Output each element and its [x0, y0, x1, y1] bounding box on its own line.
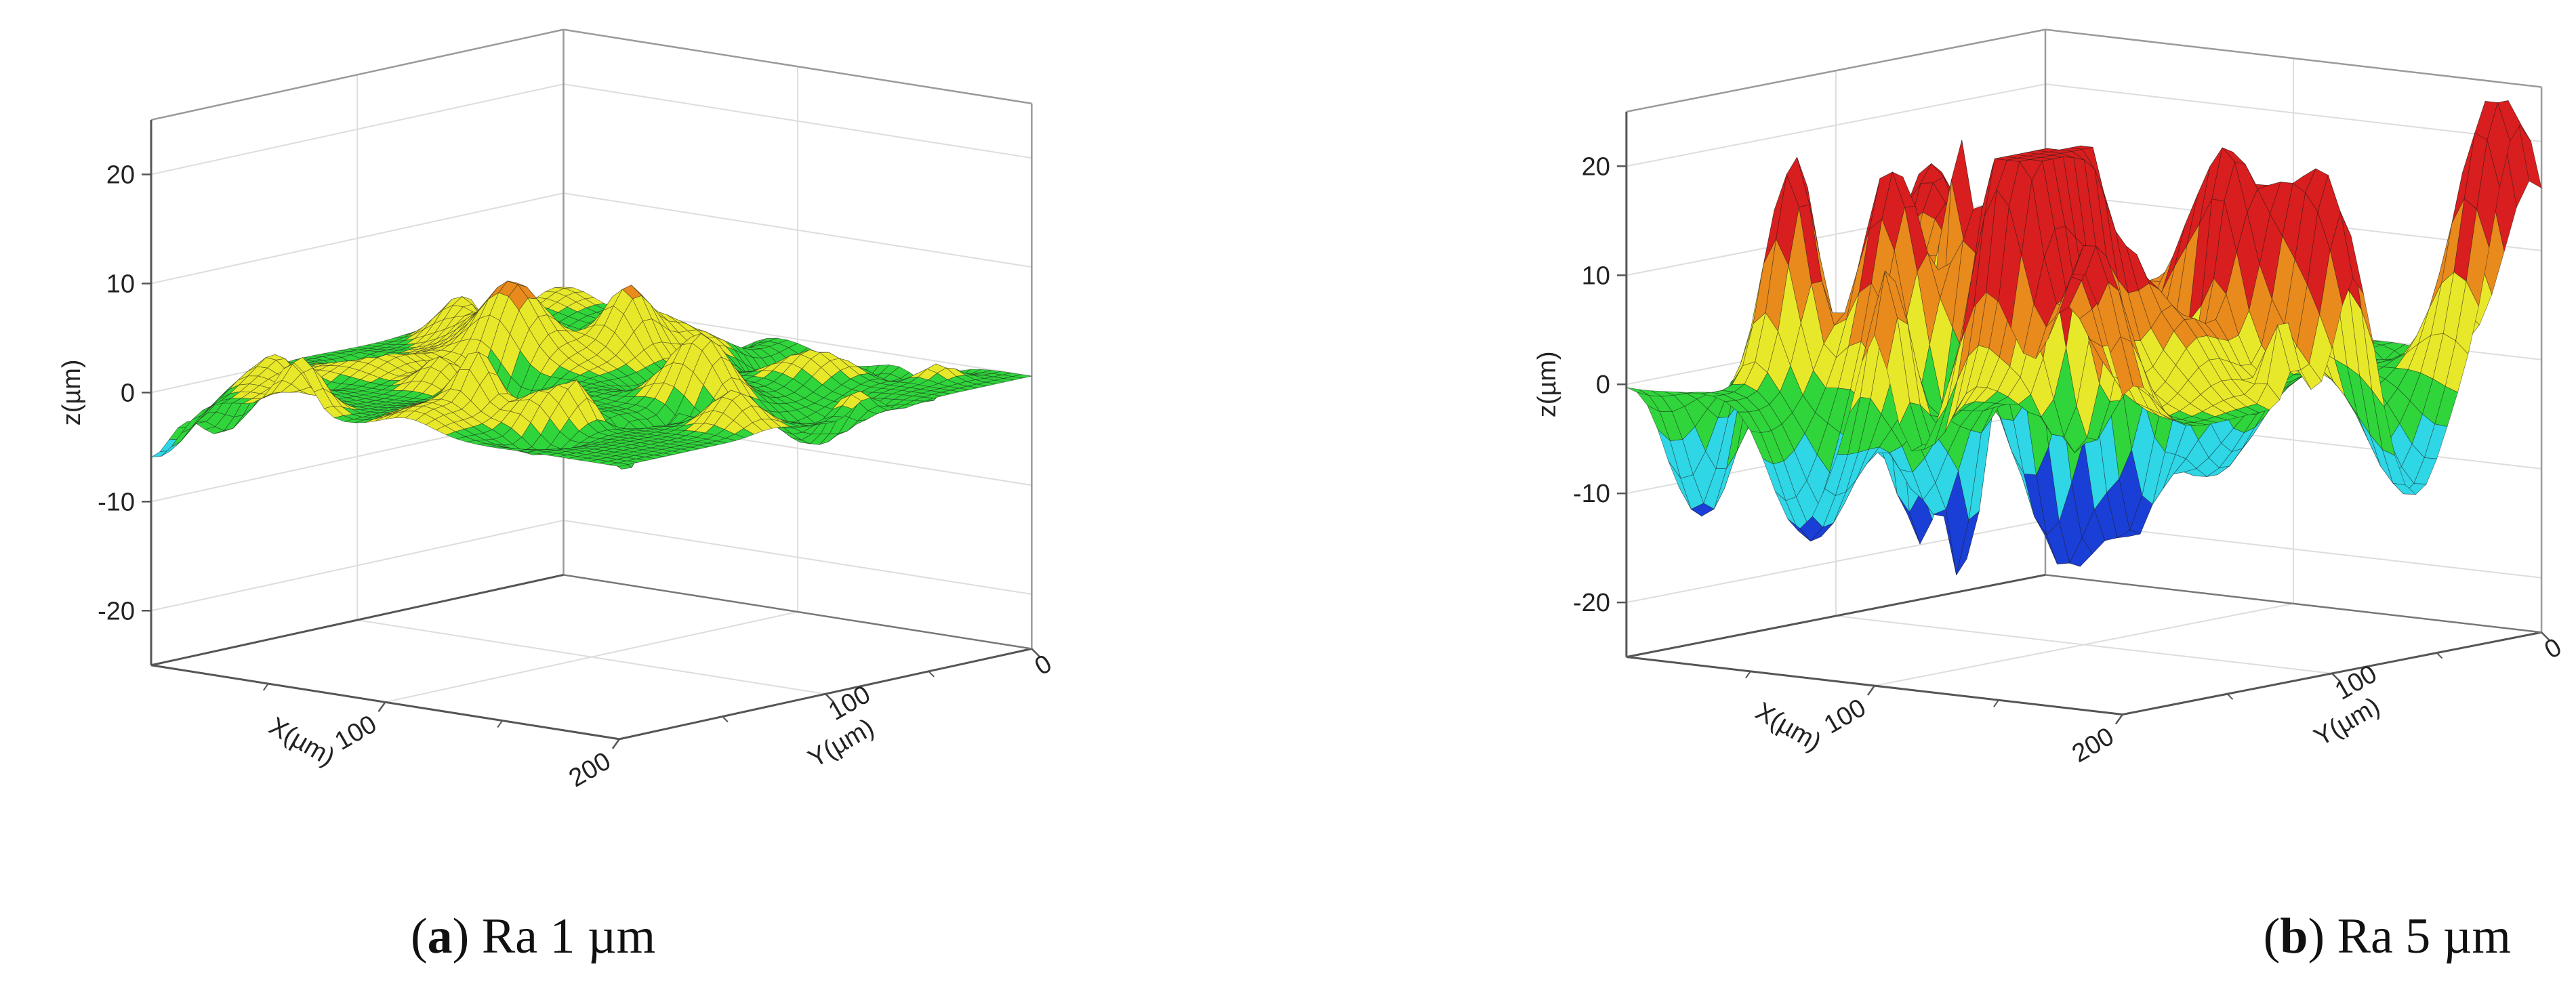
x-axis-line: [1626, 573, 2046, 659]
caption-b: (b) Ra 5 µm: [2263, 909, 2511, 964]
x-tick: [1866, 685, 1875, 696]
y-tick: [825, 693, 834, 703]
x-tick-label: 200: [2068, 722, 2119, 768]
y-axis-line: [619, 648, 1032, 741]
surface-mesh: [150, 281, 1032, 470]
caption-a: (a) Ra 1 µm: [411, 909, 656, 964]
z-tick-label: 0: [121, 379, 135, 407]
z-gridline: [150, 192, 1032, 285]
x-tick-label: 100: [1819, 693, 1870, 739]
x-tick: [2114, 713, 2123, 725]
z-axis-title: z(µm): [58, 359, 86, 426]
wall-edge: [2045, 28, 2542, 88]
y-tick: [2331, 673, 2341, 682]
x-axis-title: X(µm): [1751, 697, 1826, 757]
z-tick-label: 10: [1582, 262, 1610, 290]
y-tick-label: 0: [1030, 649, 1057, 681]
y-tick: [1031, 648, 1041, 658]
caption-a-text: Ra 1 µm: [481, 909, 656, 964]
y-minor-tick: [722, 715, 729, 723]
floor-gridline: [1874, 602, 2294, 687]
z-tick-label: 20: [106, 161, 135, 189]
z-tick-label: -20: [98, 597, 135, 625]
caption-b-letter: b: [2280, 909, 2308, 964]
z-tick-label: 10: [106, 270, 135, 298]
wall-edge: [150, 28, 564, 121]
y-minor-tick: [2226, 693, 2234, 700]
surface-cell: [2110, 336, 2133, 396]
back-floor-edge: [563, 574, 1032, 650]
wall-edge: [563, 28, 1032, 104]
x-minor-tick: [262, 683, 269, 691]
wall-edge: [1626, 28, 2046, 113]
z-gridline: [150, 83, 1032, 175]
y-tick: [2541, 631, 2550, 642]
surface-mesh: [1626, 100, 2542, 576]
z-axis-title: z(µm): [1533, 351, 1561, 417]
y-minor-tick: [928, 671, 935, 678]
x-minor-tick: [497, 720, 503, 728]
front-floor-edge: [1626, 656, 2123, 715]
chart-panel-b: 20 10 0 -10 -20 z(µm) 100 200 X(µm) 0 100 Y(µm): [1288, 0, 2576, 996]
x-minor-tick: [1745, 671, 1751, 679]
x-minor-tick: [1993, 699, 1999, 707]
x-tick-label: 200: [564, 747, 615, 793]
z-tick-label: -10: [1573, 480, 1610, 508]
caption-b-text: Ra 5 µm: [2337, 909, 2511, 964]
y-axis-line: [2122, 631, 2542, 715]
back-floor-edge: [2045, 574, 2542, 634]
floor-gridline: [385, 611, 798, 703]
chart-panel-a: 20 10 0 -10 -20 z(µm) 100 200 X(µm) 0 100 Y(µm): [58, 28, 1057, 793]
z-tick-label: 0: [1596, 371, 1610, 399]
y-minor-tick: [2436, 652, 2443, 659]
x-axis-line: [150, 573, 564, 667]
y-tick-label: 0: [2540, 633, 2567, 665]
x-tick: [377, 701, 386, 713]
x-tick: [611, 739, 620, 749]
z-tick-label: 20: [1582, 152, 1610, 181]
surface-cell: [609, 462, 629, 467]
z-tick-label: -10: [98, 488, 135, 516]
z-gridline: [150, 519, 1032, 612]
z-tick-label: -20: [1573, 589, 1610, 617]
x-axis-title: X(µm): [264, 712, 340, 772]
caption-a-letter: a: [427, 909, 453, 964]
